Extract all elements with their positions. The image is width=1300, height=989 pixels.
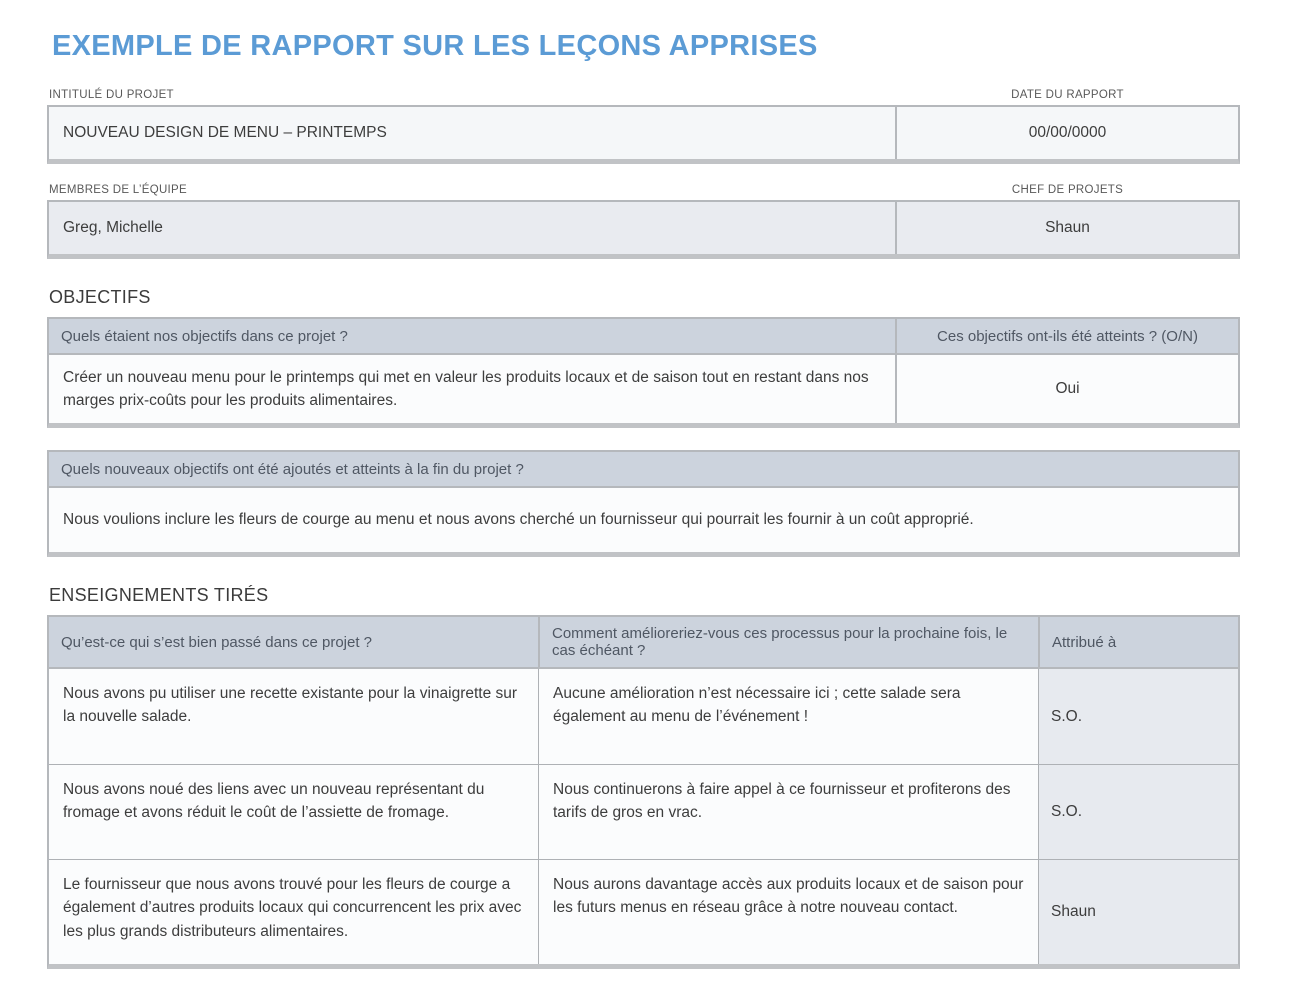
page-title: EXEMPLE DE RAPPORT SUR LES LEÇONS APPRIS… — [52, 30, 818, 62]
report-date-label: DATE DU RAPPORT — [1011, 89, 1124, 101]
project-title-date-labels: INTITULÉ DU PROJET DATE DU RAPPORT — [47, 89, 1240, 101]
team-manager-labels: MEMBRES DE L’ÉQUIPE CHEF DE PROJETS — [47, 184, 1240, 196]
objectives-heading: OBJECTIFS — [49, 287, 151, 307]
lessons-attributed-header: Attribué à — [1038, 617, 1238, 667]
lessons-row1-went-well[interactable]: Nous avons pu utiliser une recette exist… — [49, 669, 538, 764]
new-objectives-answer-cell[interactable]: Nous voulions inclure les fleurs de cour… — [49, 488, 1238, 552]
lessons-heading: ENSEIGNEMENTS TIRÉS — [49, 585, 269, 605]
project-title-date-box: NOUVEAU DESIGN DE MENU – PRINTEMPS 00/00… — [47, 105, 1240, 164]
new-objectives-body-row: Nous voulions inclure les fleurs de cour… — [49, 486, 1238, 552]
objectives-table: Quels étaient nos objectifs dans ce proj… — [47, 317, 1240, 428]
project-title-label: INTITULÉ DU PROJET — [49, 89, 174, 101]
objectives-body-row: Créer un nouveau menu pour le printemps … — [49, 353, 1238, 423]
report-date-field[interactable]: 00/00/0000 — [895, 107, 1238, 159]
lessons-row2-went-well[interactable]: Nous avons noué des liens avec un nouvea… — [49, 764, 538, 859]
project-manager-field[interactable]: Shaun — [895, 202, 1238, 254]
objectives-question-header: Quels étaient nos objectifs dans ce proj… — [49, 319, 895, 353]
team-members-label: MEMBRES DE L’ÉQUIPE — [49, 184, 187, 196]
new-objectives-table: Quels nouveaux objectifs ont été ajoutés… — [47, 450, 1240, 557]
lessons-row2-improve[interactable]: Nous continuerons à faire appel à ce fou… — [538, 764, 1038, 859]
new-objectives-header: Quels nouveaux objectifs ont été ajoutés… — [49, 452, 1238, 486]
lessons-header-row: Qu’est-ce qui s’est bien passé dans ce p… — [49, 617, 1238, 667]
lessons-row-1: Nous avons pu utiliser une recette exist… — [49, 667, 1238, 764]
lessons-row3-improve[interactable]: Nous aurons davantage accès aux produits… — [538, 859, 1038, 964]
new-objectives-header-row: Quels nouveaux objectifs ont été ajoutés… — [49, 452, 1238, 486]
team-members-field[interactable]: Greg, Michelle — [49, 202, 895, 254]
lessons-row3-went-well[interactable]: Le fournisseur que nous avons trouvé pou… — [49, 859, 538, 964]
lessons-table: Qu’est-ce qui s’est bien passé dans ce p… — [47, 615, 1240, 969]
objectives-question-answer-cell[interactable]: Créer un nouveau menu pour le printemps … — [49, 355, 895, 423]
lessons-improve-header: Comment amélioreriez-vous ces processus … — [538, 617, 1038, 667]
project-title-field[interactable]: NOUVEAU DESIGN DE MENU – PRINTEMPS — [49, 107, 895, 159]
lessons-row-2: Nous avons noué des liens avec un nouvea… — [49, 764, 1238, 859]
lessons-row1-attributed[interactable]: S.O. — [1038, 669, 1238, 764]
objectives-header-row: Quels étaient nos objectifs dans ce proj… — [49, 319, 1238, 353]
lessons-row2-attributed[interactable]: S.O. — [1038, 764, 1238, 859]
team-manager-box: Greg, Michelle Shaun — [47, 200, 1240, 259]
lessons-row3-attributed[interactable]: Shaun — [1038, 859, 1238, 964]
lessons-learned-report: EXEMPLE DE RAPPORT SUR LES LEÇONS APPRIS… — [47, 0, 1240, 969]
lessons-went-well-header: Qu’est-ce qui s’est bien passé dans ce p… — [49, 617, 538, 667]
project-manager-label: CHEF DE PROJETS — [1011, 184, 1124, 196]
lessons-row1-improve[interactable]: Aucune amélioration n’est nécessaire ici… — [538, 669, 1038, 764]
objectives-achieved-cell[interactable]: Oui — [895, 355, 1238, 423]
objectives-achieved-header: Ces objectifs ont-ils été atteints ? (O/… — [895, 319, 1238, 353]
lessons-row-3: Le fournisseur que nous avons trouvé pou… — [49, 859, 1238, 964]
